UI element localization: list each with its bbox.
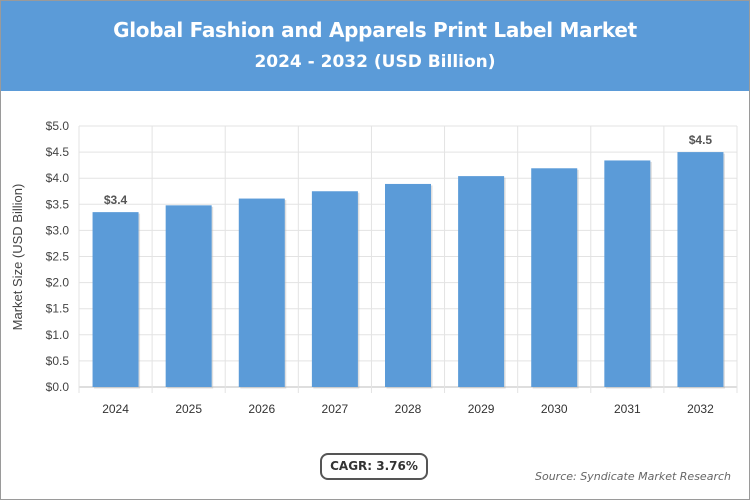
x-tick-label: 2029 bbox=[468, 402, 495, 416]
chart-title: Global Fashion and Apparels Print Label … bbox=[113, 18, 637, 42]
data-label: $4.5 bbox=[689, 133, 713, 147]
y-tick-label: $0.5 bbox=[46, 354, 70, 368]
y-axis-label: Market Size (USD Billion) bbox=[10, 184, 25, 331]
y-tick-label: $4.0 bbox=[46, 171, 70, 185]
source-note: Source: Syndicate Market Research bbox=[535, 470, 731, 483]
x-tick-label: 2031 bbox=[614, 402, 641, 416]
bar bbox=[531, 168, 578, 387]
chart-subtitle: 2024 - 2032 (USD Billion) bbox=[254, 52, 496, 72]
y-tick-label: $4.5 bbox=[46, 145, 70, 159]
bar bbox=[385, 183, 431, 387]
y-tick-label: $3.0 bbox=[46, 223, 70, 237]
data-label: $3.4 bbox=[104, 193, 128, 207]
bar bbox=[604, 160, 651, 387]
bar bbox=[311, 191, 358, 387]
bar bbox=[458, 176, 505, 387]
x-tick-label: 2028 bbox=[395, 402, 422, 416]
y-tick-label: $2.0 bbox=[46, 276, 70, 290]
bar bbox=[165, 205, 212, 387]
x-tick-label: 2024 bbox=[102, 402, 129, 416]
y-tick-label: $1.0 bbox=[46, 328, 70, 342]
y-tick-label: $1.5 bbox=[46, 302, 70, 316]
y-tick-label: $3.5 bbox=[46, 197, 70, 211]
cagr-badge: CAGR: 3.76% bbox=[320, 453, 428, 480]
bar bbox=[238, 198, 285, 387]
y-tick-label: $0.0 bbox=[46, 380, 70, 394]
x-tick-label: 2026 bbox=[248, 402, 275, 416]
x-tick-label: 2032 bbox=[687, 402, 714, 416]
chart-header: Global Fashion and Apparels Print Label … bbox=[1, 1, 749, 91]
y-tick-label: $2.5 bbox=[46, 250, 70, 264]
x-tick-label: 2030 bbox=[541, 402, 568, 416]
y-tick-label: $5.0 bbox=[46, 119, 70, 133]
bar bbox=[677, 152, 724, 387]
x-tick-label: 2025 bbox=[175, 402, 202, 416]
bar bbox=[92, 212, 139, 387]
x-tick-label: 2027 bbox=[322, 402, 349, 416]
